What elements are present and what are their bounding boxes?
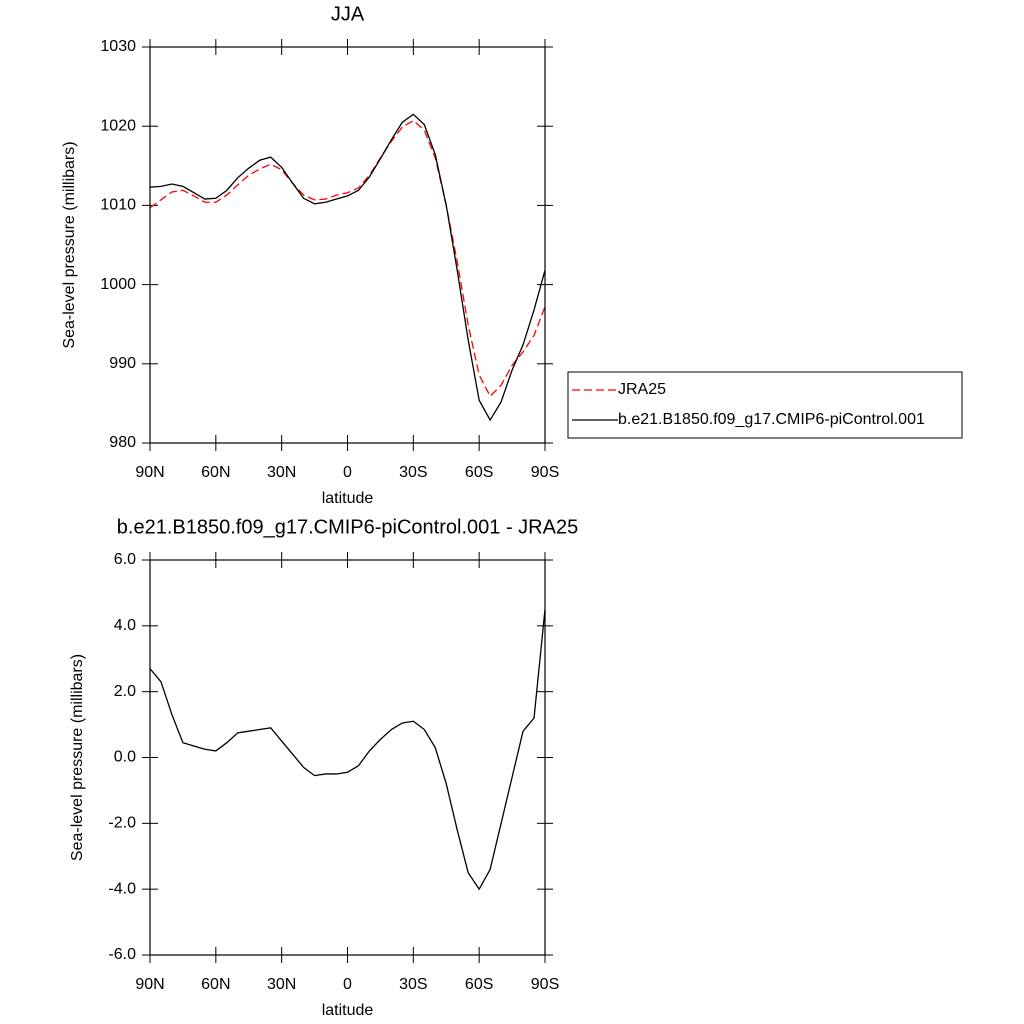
x-axis-label: latitude	[322, 490, 374, 507]
x-tick-label: 90N	[135, 464, 164, 481]
data-line	[149, 119, 546, 398]
plot-frame	[149, 559, 546, 956]
y-tick-label: -4.0	[108, 880, 136, 897]
x-tick-label: 0	[343, 976, 352, 993]
y-tick-label: 1020	[100, 117, 136, 134]
y-tick-label: 2.0	[114, 683, 136, 700]
y-tick-label: 1030	[100, 38, 136, 55]
x-tick-label: 60N	[201, 464, 230, 481]
y-axis-label: Sea-level pressure (millibars)	[69, 654, 86, 861]
legend-label: b.e21.B1850.f09_g17.CMIP6-piControl.001	[618, 411, 925, 428]
x-tick-label: 30S	[399, 976, 427, 993]
y-tick-label: 1010	[100, 197, 136, 214]
x-tick-label: 90S	[531, 464, 559, 481]
legend-label: JRA25	[618, 381, 666, 398]
x-tick-label: 30S	[399, 464, 427, 481]
x-axis-label: latitude	[322, 1002, 374, 1019]
y-tick-label: 1000	[100, 276, 136, 293]
chart-title: b.e21.B1850.f09_g17.CMIP6-piControl.001 …	[117, 516, 578, 538]
x-tick-label: 90S	[531, 976, 559, 993]
x-tick-label: 60S	[465, 464, 493, 481]
data-line	[149, 113, 546, 422]
x-tick-label: 90N	[135, 976, 164, 993]
x-tick-label: 60S	[465, 976, 493, 993]
x-tick-label: 60N	[201, 976, 230, 993]
plot-frame	[149, 46, 546, 444]
y-tick-label: 0.0	[114, 749, 136, 766]
x-tick-label: 0	[343, 464, 352, 481]
data-line	[149, 609, 546, 891]
chart-title: JJA	[331, 3, 365, 25]
y-tick-label: -2.0	[108, 815, 136, 832]
x-tick-label: 30N	[267, 976, 296, 993]
y-tick-label: 4.0	[114, 617, 136, 634]
y-tick-label: 980	[109, 434, 136, 451]
y-tick-label: 6.0	[114, 551, 136, 568]
y-tick-label: -6.0	[108, 946, 136, 963]
y-tick-label: 990	[109, 355, 136, 372]
x-tick-label: 30N	[267, 464, 296, 481]
y-axis-label: Sea-level pressure (millibars)	[61, 141, 78, 348]
legend-box	[567, 371, 963, 439]
